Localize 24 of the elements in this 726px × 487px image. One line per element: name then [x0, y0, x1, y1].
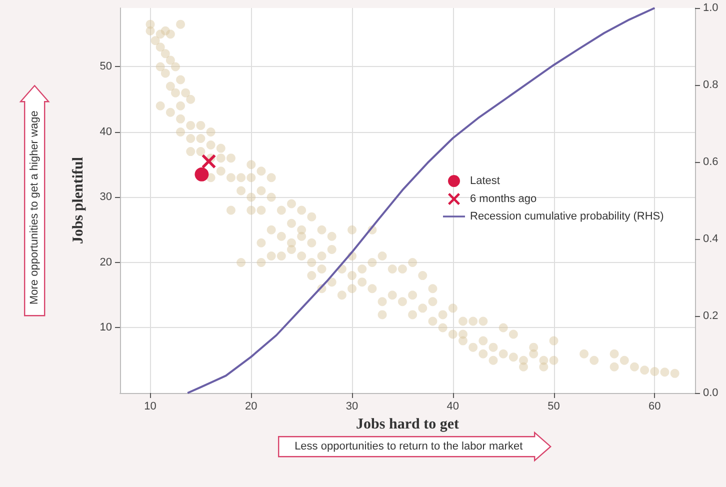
- y2-tick-label: 0.4: [703, 233, 718, 245]
- y2-tick-label: 0.2: [703, 310, 718, 322]
- legend-label: 6 months ago: [470, 193, 537, 205]
- x-tick-label: 20: [245, 400, 258, 412]
- y-axis-title: Jobs plentiful: [70, 156, 86, 244]
- x-tick-label: 60: [648, 400, 661, 412]
- x-tick-label: 50: [548, 400, 560, 412]
- y2-tick-label: 1.0: [703, 2, 718, 14]
- y-tick-label: 40: [100, 126, 112, 138]
- y2-tick-label: 0.0: [703, 387, 718, 399]
- legend-label: Latest: [470, 175, 500, 187]
- x-tick-label: 30: [346, 400, 358, 412]
- y-tick-label: 20: [100, 256, 112, 268]
- x-tick-label: 40: [446, 400, 460, 412]
- y2-tick-label: 0.8: [703, 79, 718, 91]
- x-axis-title: Jobs hard to get: [356, 416, 459, 432]
- x-tick-label: 10: [144, 400, 156, 412]
- y-tick-label: 50: [100, 60, 112, 73]
- legend-label: Recession cumulative probability (RHS): [470, 210, 664, 222]
- text: Less opportunities to return to the labor market: [294, 440, 523, 453]
- text: More opportunities to get a higher wage: [28, 110, 41, 305]
- y-tick-label: 10: [100, 322, 112, 334]
- y-tick-label: 30: [100, 191, 112, 204]
- y2-tick-label: 0.6: [703, 156, 718, 168]
